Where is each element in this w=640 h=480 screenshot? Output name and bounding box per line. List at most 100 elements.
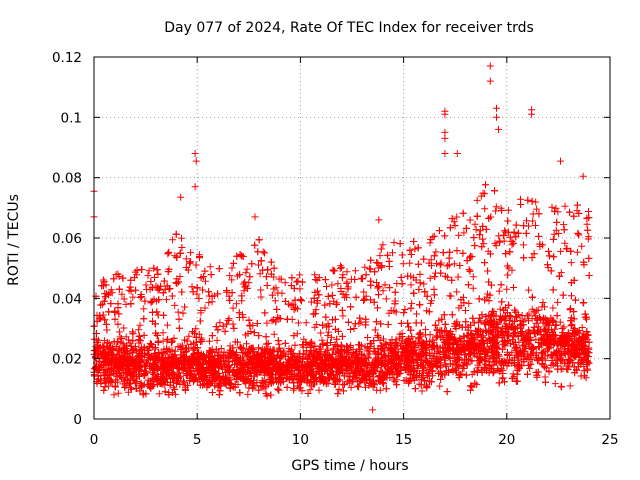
data-point: [148, 341, 155, 348]
data-point: [270, 330, 278, 338]
data-point: [174, 308, 182, 316]
data-point: [129, 293, 137, 301]
data-point: [390, 239, 398, 247]
data-point: [242, 269, 250, 277]
data-point: [206, 337, 213, 345]
data-point: [408, 333, 416, 341]
data-point: [585, 214, 593, 222]
data-point: [270, 285, 278, 293]
data-point: [578, 324, 586, 331]
data-point: [573, 248, 581, 256]
data-point: [271, 297, 279, 305]
data-point: [433, 350, 441, 358]
data-point: [371, 326, 379, 334]
data-point: [181, 386, 189, 394]
data-point: [418, 362, 426, 370]
data-point: [498, 374, 506, 382]
data-point: [460, 299, 468, 307]
data-point: [245, 279, 253, 287]
data-point: [371, 368, 379, 376]
data-point: [350, 325, 358, 332]
data-point: [460, 229, 468, 237]
data-point: [208, 332, 216, 340]
data-point: [397, 319, 405, 327]
data-point: [406, 259, 414, 267]
data-point: [553, 312, 561, 320]
data-point: [529, 217, 537, 225]
data-point: [526, 364, 534, 372]
data-point: [155, 390, 163, 398]
data-point: [492, 207, 500, 215]
data-point: [288, 274, 296, 282]
data-point: [523, 217, 530, 225]
data-point: [302, 319, 310, 327]
data-point: [294, 319, 302, 327]
data-point: [556, 318, 564, 326]
data-point: [575, 209, 583, 217]
data-point: [575, 231, 583, 239]
data-point: [518, 312, 526, 320]
data-point: [216, 319, 224, 327]
data-point: [327, 333, 335, 341]
data-point: [144, 376, 152, 384]
data-point: [226, 296, 234, 304]
data-point: [329, 266, 337, 274]
data-point: [179, 309, 187, 317]
data-point: [525, 326, 533, 334]
data-point: [280, 347, 288, 355]
data-point: [366, 265, 374, 273]
data-point: [334, 390, 342, 398]
data-point: [178, 234, 185, 242]
data-point: [195, 295, 203, 302]
data-point: [436, 382, 444, 390]
data-point: [136, 321, 144, 329]
data-point: [535, 210, 543, 218]
data-point: [268, 291, 276, 299]
data-point: [338, 332, 346, 340]
data-point: [370, 298, 378, 306]
data-point: [525, 317, 532, 325]
data-point: [426, 274, 434, 282]
data-point: [391, 378, 399, 386]
data-point: [163, 321, 171, 329]
data-point: [498, 298, 506, 306]
data-point: [558, 383, 565, 391]
data-point: [262, 333, 270, 341]
data-point: [555, 230, 563, 237]
data-point: [558, 325, 566, 332]
data-point: [229, 304, 237, 312]
data-point: [262, 273, 270, 281]
data-point: [567, 259, 575, 267]
data-point: [293, 330, 301, 338]
data-point: [97, 361, 105, 369]
data-point: [441, 361, 449, 369]
data-point: [430, 232, 438, 240]
data-point: [554, 298, 562, 306]
data-point: [389, 249, 396, 257]
data-point: [420, 280, 428, 288]
data-point: [448, 215, 456, 223]
data-point: [570, 308, 578, 316]
data-point: [407, 304, 415, 312]
data-point: [437, 375, 445, 383]
data-point: [549, 304, 557, 312]
data-point: [173, 254, 181, 261]
data-points-layer: [90, 62, 593, 414]
data-point: [382, 352, 390, 360]
data-point: [493, 332, 501, 340]
data-point: [422, 326, 429, 334]
data-point: [100, 386, 108, 394]
data-point: [120, 324, 128, 332]
data-point: [561, 239, 569, 247]
data-point: [111, 382, 119, 390]
data-point: [407, 281, 415, 289]
data-point: [399, 260, 407, 268]
data-point: [453, 213, 461, 221]
data-point: [330, 267, 338, 275]
data-point: [184, 381, 192, 389]
data-point: [392, 336, 400, 344]
data-point: [508, 237, 516, 245]
data-point: [382, 385, 390, 393]
data-point: [312, 276, 320, 283]
